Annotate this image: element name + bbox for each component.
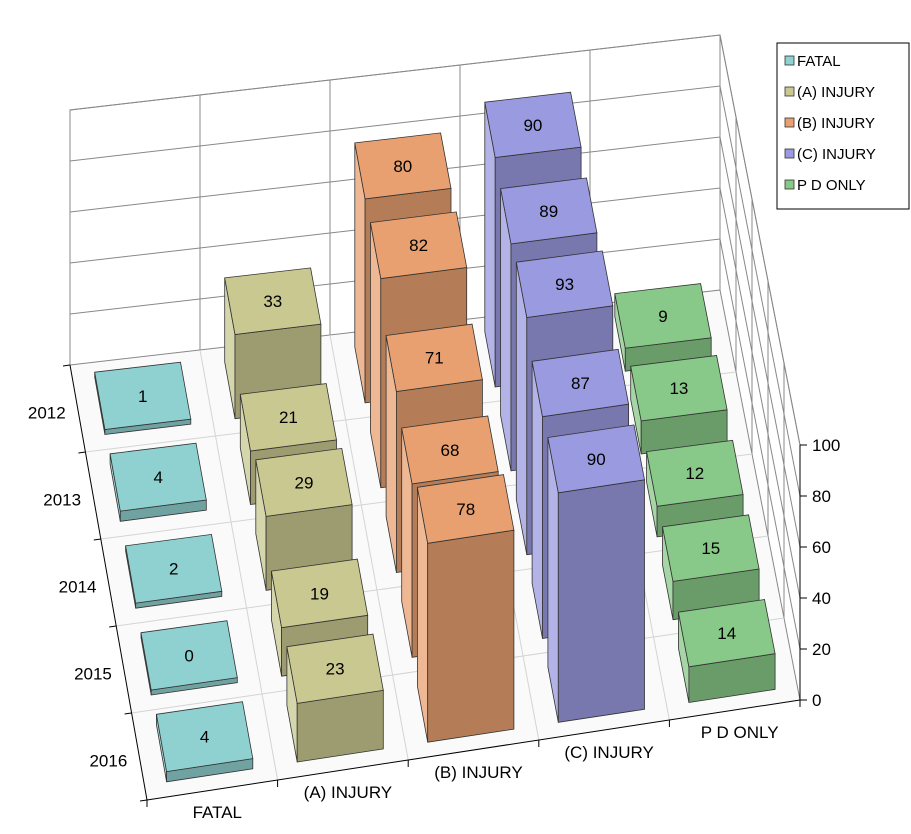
data-label: 71 <box>425 349 444 368</box>
category-label: 2015 <box>74 665 112 684</box>
series-axis-label: (B) INJURY <box>434 763 522 782</box>
data-label: 15 <box>701 539 720 558</box>
chart-bars: 1 33 80 90 9 4 21 82 89 13 2 29 71 93 12 0 19 68 87 15 4 23 78… <box>94 91 776 783</box>
legend-label: (A) INJURY <box>797 84 875 101</box>
value-tick-label: 60 <box>812 538 831 557</box>
data-label: 2 <box>169 560 178 579</box>
category-label: 2014 <box>59 578 97 597</box>
chart-labels: 02040608010020122013201420152016FATAL(A)… <box>28 404 841 823</box>
data-label: 82 <box>409 236 428 255</box>
series-axis-label: P D ONLY <box>701 723 779 742</box>
category-tick <box>139 799 148 802</box>
gridline-z <box>69 85 801 497</box>
value-tick-label: 20 <box>812 640 831 659</box>
data-label: 14 <box>717 624 736 643</box>
data-label: 78 <box>456 500 475 519</box>
data-label: 13 <box>669 379 688 398</box>
legend-swatch <box>784 86 795 97</box>
value-tick-label: 40 <box>812 589 831 608</box>
gridline-z <box>69 136 801 548</box>
data-label: 19 <box>310 584 329 603</box>
gridline-z <box>69 187 801 599</box>
data-label: 4 <box>153 468 162 487</box>
data-label: 80 <box>393 157 412 176</box>
bar: 4 <box>155 701 254 783</box>
bar: 1 <box>94 361 192 435</box>
value-tick-label: 80 <box>812 487 831 506</box>
legend-label: P D ONLY <box>797 177 866 194</box>
legend-box <box>776 42 910 210</box>
value-tick-label: 100 <box>812 436 840 455</box>
data-label: 1 <box>138 387 147 406</box>
legend-label: (B) INJURY <box>797 115 875 132</box>
category-label: 2016 <box>89 752 127 771</box>
category-tick <box>93 538 101 541</box>
legend-swatch <box>784 55 795 66</box>
legend-label: FATAL <box>797 53 841 70</box>
data-label: 93 <box>555 275 574 294</box>
category-label: 2012 <box>28 404 66 423</box>
gridline-z <box>69 34 801 446</box>
category-tick <box>124 712 132 715</box>
data-label: 89 <box>539 202 558 221</box>
data-label: 90 <box>587 450 606 469</box>
data-label: 21 <box>279 408 298 427</box>
data-label: 12 <box>685 464 704 483</box>
series-axis-label: (C) INJURY <box>564 743 653 762</box>
series-axis-label: (A) INJURY <box>304 783 392 802</box>
data-label: 4 <box>200 728 209 747</box>
floor-gridline <box>199 349 279 781</box>
bar: 14 <box>677 599 776 703</box>
data-label: 0 <box>184 646 193 665</box>
category-axis <box>69 364 148 801</box>
bar: 0 <box>140 620 238 696</box>
bar: 13 <box>630 355 728 455</box>
category-label: 2013 <box>43 491 81 510</box>
bar: 78 <box>416 474 515 743</box>
legend-swatch <box>784 179 795 190</box>
series-axis-label: FATAL <box>193 803 242 822</box>
data-label: 68 <box>441 441 460 460</box>
legend: FATAL (A) INJURY (B) INJURY (C) INJURY P D O… <box>776 42 910 210</box>
data-label: 23 <box>326 660 345 679</box>
legend-swatch <box>784 148 795 159</box>
legend-swatch <box>784 117 795 128</box>
value-tick-label: 0 <box>812 691 821 710</box>
bar: 90 <box>547 424 645 723</box>
bar: 2 <box>125 533 223 609</box>
category-tick <box>62 364 71 367</box>
data-label: 87 <box>571 374 590 393</box>
floor-gridline <box>329 334 409 761</box>
data-label: 90 <box>523 116 542 135</box>
bar: 4 <box>109 442 207 522</box>
category-tick <box>78 451 86 454</box>
category-tick <box>109 625 117 628</box>
bar: 9 <box>614 283 712 372</box>
data-label: 29 <box>295 473 314 492</box>
bar: 23 <box>286 633 384 763</box>
data-label: 9 <box>658 307 667 326</box>
series-axis <box>146 699 801 801</box>
legend-label: (C) INJURY <box>797 146 876 163</box>
data-label: 33 <box>263 292 282 311</box>
